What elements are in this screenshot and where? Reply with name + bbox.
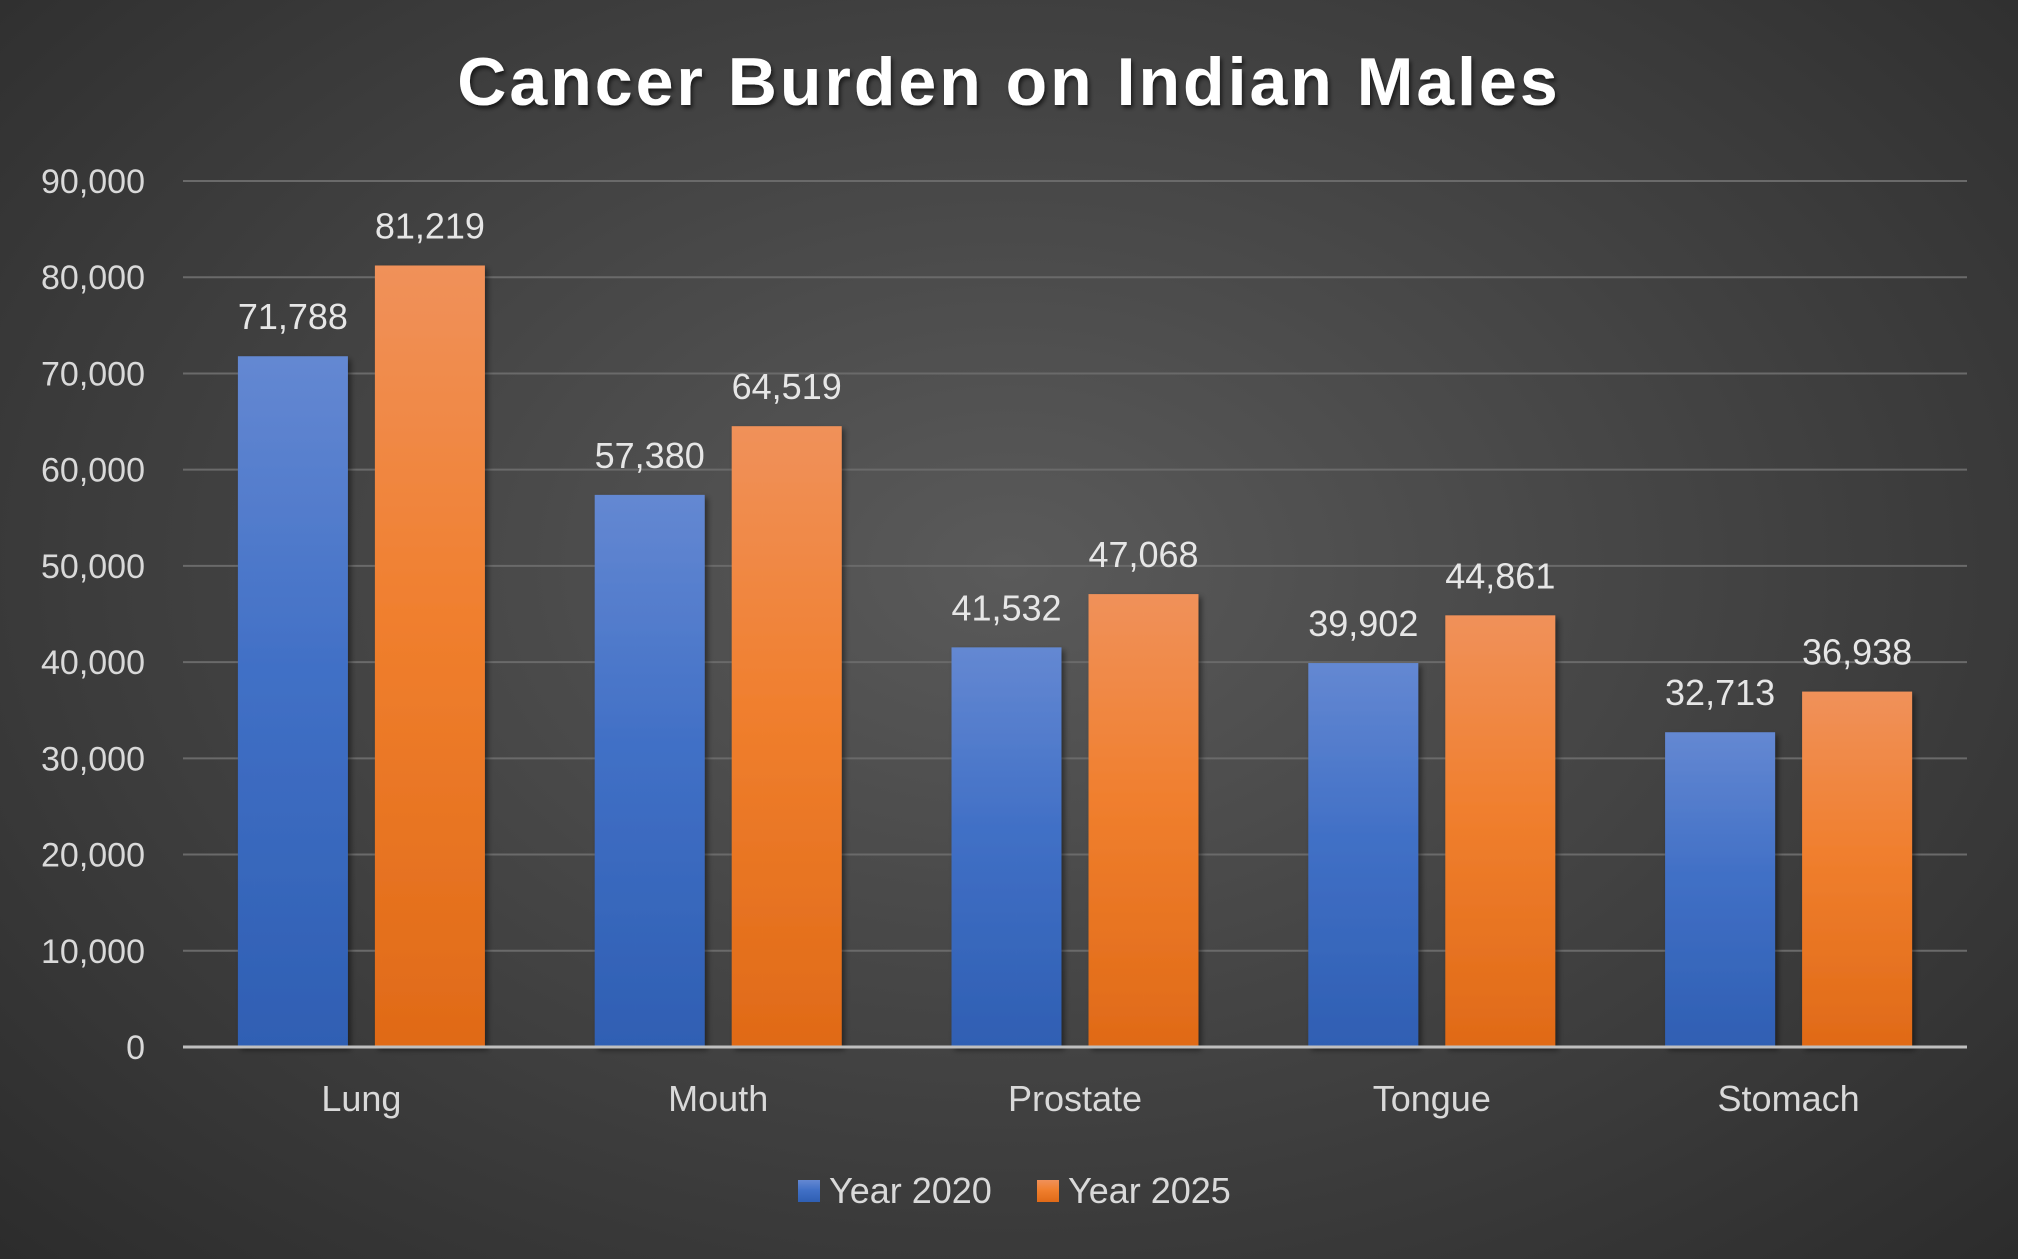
bar-lung-2025	[374, 265, 485, 1047]
y-tick-label: 60,000	[41, 452, 145, 490]
data-label: 44,861	[1445, 555, 1555, 596]
legend: Year 2020 Year 2025	[798, 1170, 1231, 1211]
data-label: 57,380	[595, 435, 705, 476]
legend-swatch	[798, 1180, 820, 1202]
x-category-label: Prostate	[1008, 1078, 1142, 1119]
bar-prostate-2020	[951, 647, 1062, 1047]
x-axis-categories: Lung Mouth Prostate Tongue Stomach	[321, 1078, 1859, 1119]
x-category-label: Tongue	[1373, 1078, 1491, 1119]
legend-swatch	[1037, 1180, 1059, 1202]
legend-label: Year 2025	[1068, 1170, 1231, 1211]
data-label: 71,788	[238, 296, 348, 337]
y-axis-ticks: 0 10,000 20,000 30,000 40,000 50,000 60,000 70,…	[41, 163, 145, 1067]
y-tick-label: 70,000	[41, 355, 145, 393]
data-label: 47,068	[1088, 534, 1198, 575]
x-category-label: Stomach	[1718, 1078, 1860, 1119]
data-label: 64,519	[732, 366, 842, 407]
y-tick-label: 0	[126, 1029, 145, 1067]
bar-prostate-2025	[1088, 594, 1199, 1047]
y-tick-label: 50,000	[41, 548, 145, 586]
y-tick-label: 30,000	[41, 740, 145, 778]
bar-tongue-2020	[1308, 663, 1419, 1047]
data-labels: 71,788 81,219 57,380 64,519 41,532 47,068 39,9…	[238, 205, 1912, 713]
bar-mouth-2025	[731, 426, 842, 1047]
bars	[237, 265, 1913, 1048]
data-label: 39,902	[1308, 603, 1418, 644]
y-tick-label: 20,000	[41, 837, 145, 875]
data-label: 36,938	[1802, 632, 1912, 673]
data-label: 32,713	[1665, 672, 1775, 713]
bar-mouth-2020	[594, 494, 705, 1047]
bar-stomach-2025	[1802, 691, 1913, 1047]
bar-tongue-2025	[1445, 615, 1556, 1047]
data-label: 81,219	[375, 205, 485, 246]
bar-lung-2020	[237, 356, 348, 1048]
data-label: 41,532	[951, 587, 1061, 628]
y-tick-label: 40,000	[41, 644, 145, 682]
chart-title: Cancer Burden on Indian Males	[457, 44, 1560, 120]
x-category-label: Mouth	[668, 1078, 768, 1119]
x-category-label: Lung	[321, 1078, 401, 1119]
bar-stomach-2020	[1665, 732, 1776, 1047]
y-tick-label: 80,000	[41, 259, 145, 297]
y-tick-label: 10,000	[41, 933, 145, 971]
y-tick-label: 90,000	[41, 163, 145, 201]
legend-label: Year 2020	[829, 1170, 992, 1211]
